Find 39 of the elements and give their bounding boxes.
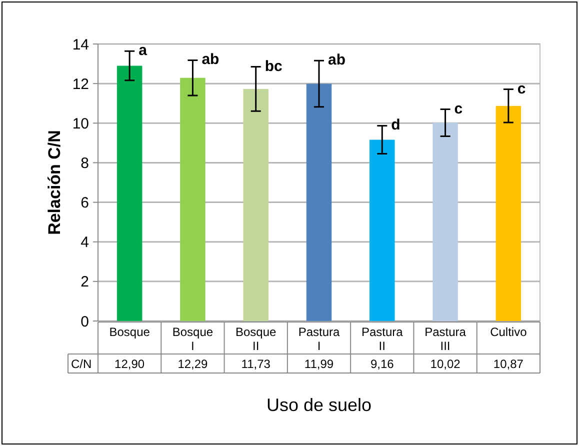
data-label: 12,90 [114, 357, 145, 371]
y-tick-label: 14 [72, 36, 89, 54]
x-tick-label: Pastura II [361, 325, 404, 353]
x-tick-label: Bosque II [236, 325, 277, 353]
annotation: a [138, 42, 148, 60]
y-tick-label: 4 [80, 234, 89, 252]
y-tick-label: 12 [72, 76, 89, 93]
text: C/N [71, 357, 92, 371]
data-label: 10,87 [493, 357, 524, 371]
x-tick-label: Bosque [109, 325, 150, 339]
data-label: 10,02 [430, 357, 461, 371]
annotation: bc [264, 58, 282, 75]
y-tick-label: 0 [80, 313, 89, 330]
y-tick-label: 10 [72, 115, 89, 132]
y-tick-label: 2 [80, 274, 89, 291]
x-axis-title: Uso de suelo [266, 395, 372, 415]
annotation: ab [328, 52, 346, 69]
annotation: c [517, 80, 526, 98]
bar [432, 122, 458, 321]
data-label: 9,16 [370, 357, 394, 371]
x-tick-label: Bosque I [172, 325, 214, 353]
data-label: 11,99 [304, 357, 334, 371]
y-axis-title: Relación C/N [45, 130, 64, 235]
annotation: c [454, 100, 463, 118]
annotation: d [391, 116, 400, 134]
bar [370, 140, 395, 321]
annotation: ab [202, 51, 220, 68]
x-tick-label: Pastura I [298, 325, 340, 353]
x-tick-label: Pastura III [424, 325, 466, 353]
bar [180, 78, 206, 321]
bar [243, 88, 268, 321]
data-label: 11,73 [241, 357, 271, 371]
y-tick-label: 8 [80, 154, 89, 172]
bar [116, 66, 142, 321]
bar [496, 106, 522, 321]
x-tick-label: Cultivo [490, 325, 528, 339]
bar [306, 84, 332, 321]
data-label: 12,29 [178, 357, 208, 371]
y-tick-label: 6 [80, 194, 89, 212]
